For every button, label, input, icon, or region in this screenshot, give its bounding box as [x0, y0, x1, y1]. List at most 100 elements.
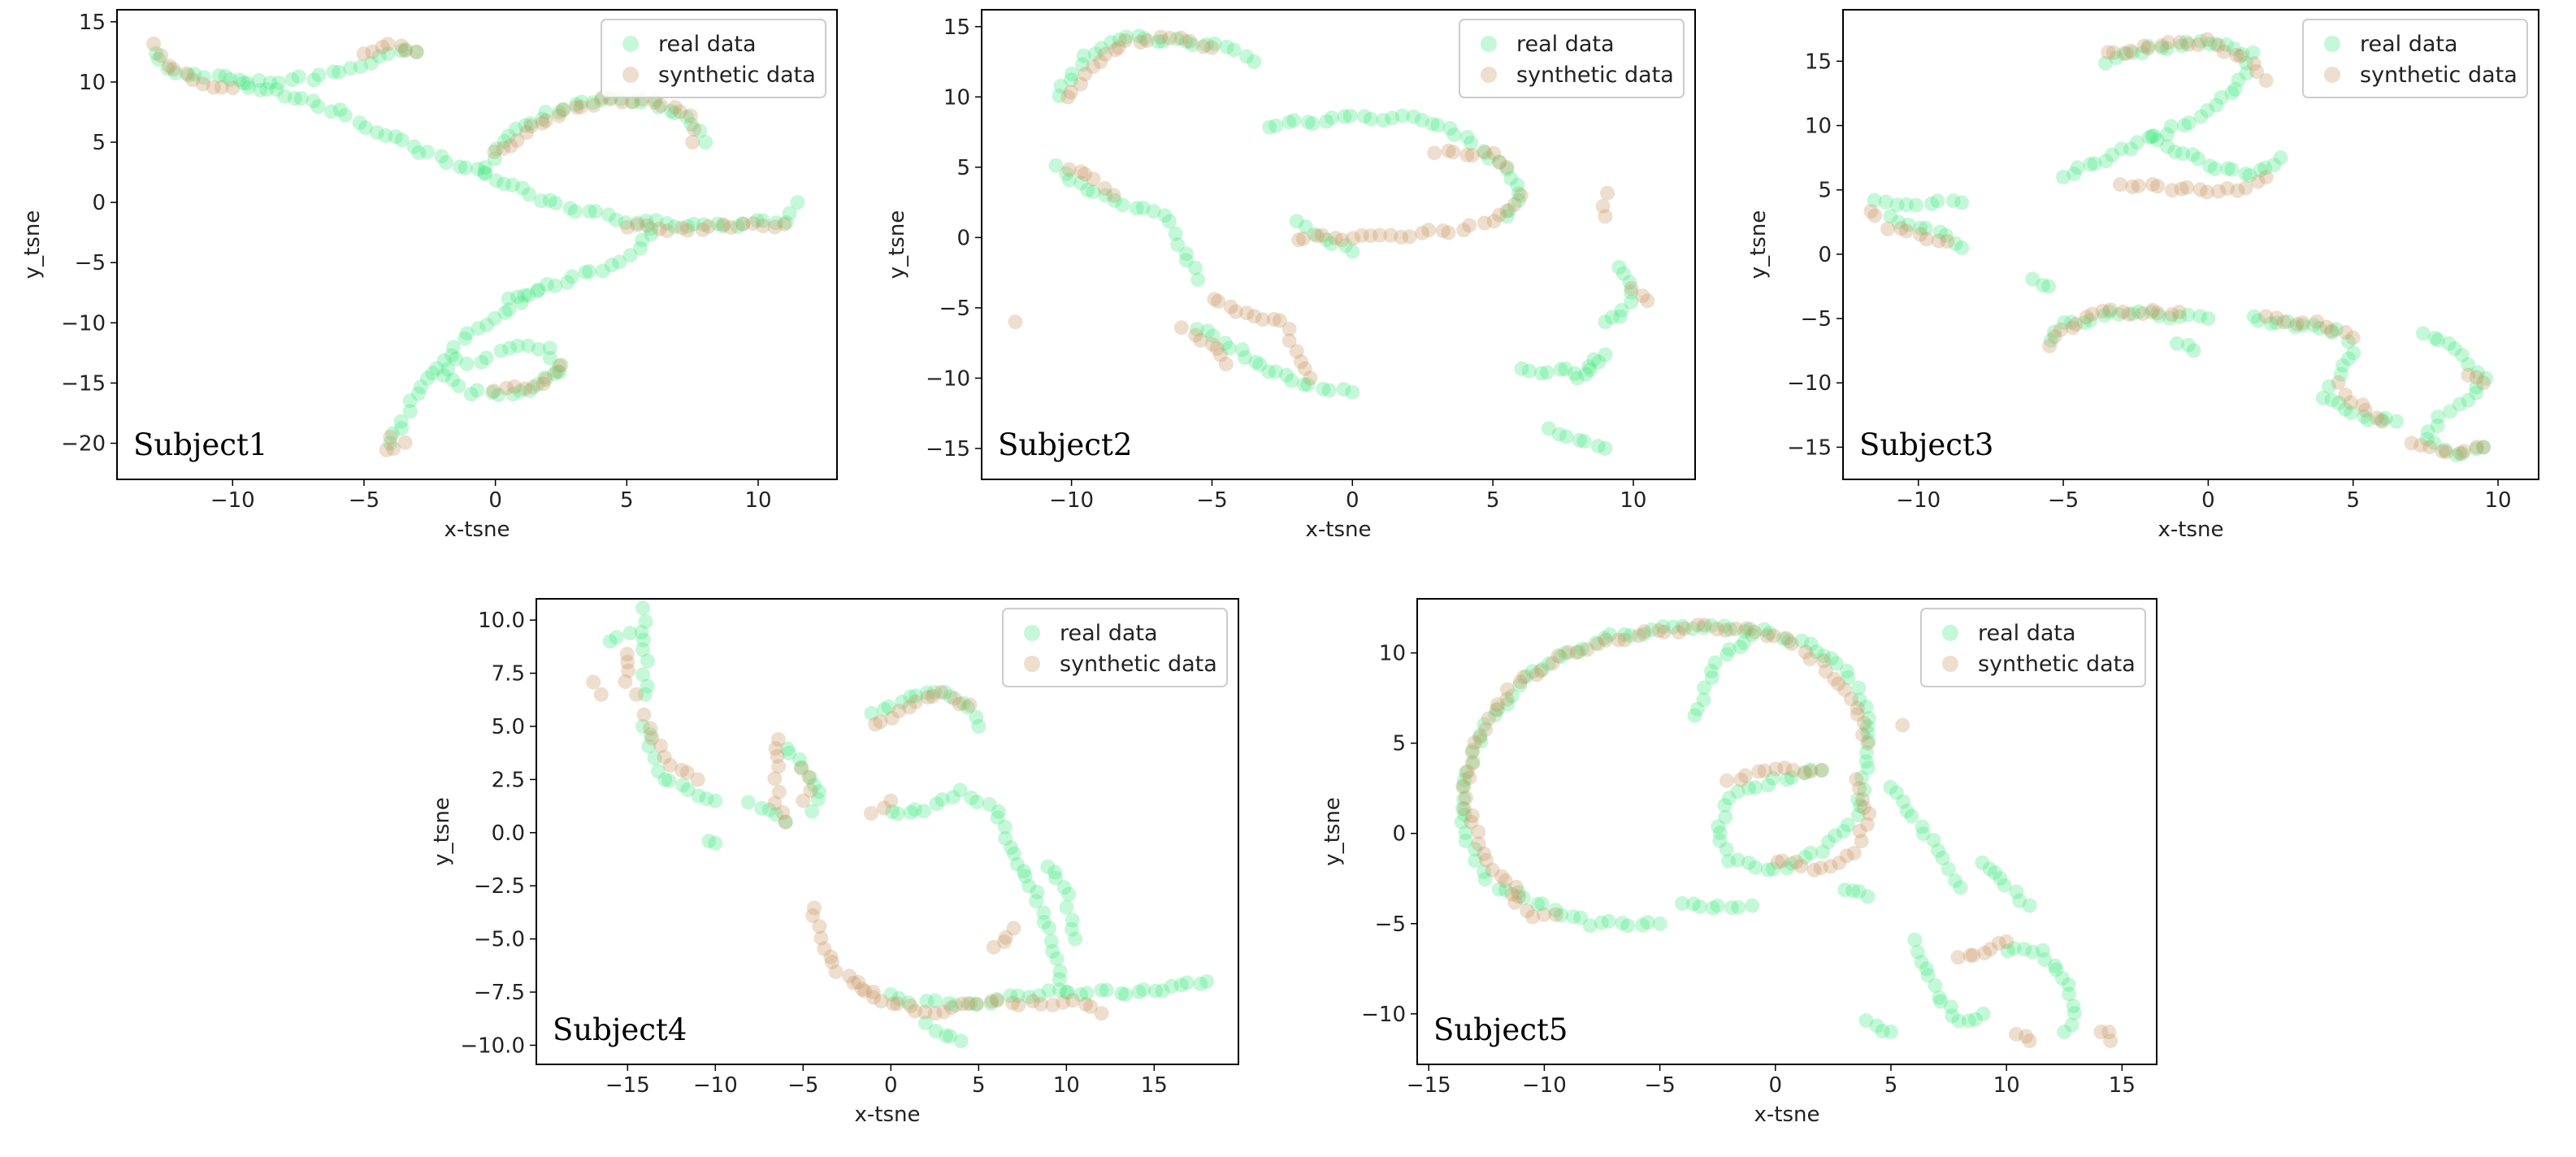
synthetic-data-point — [409, 44, 424, 59]
legend-entry-real-data: real data — [658, 32, 757, 57]
real-data-point — [1748, 780, 1763, 795]
real-data-point — [1094, 41, 1109, 56]
real-data-point — [1705, 900, 1720, 916]
synthetic-data-point — [1477, 846, 1492, 861]
x-tick-label: −5 — [1196, 488, 1227, 513]
real-data-point — [1620, 918, 1636, 934]
synthetic-data-point — [1441, 143, 1456, 158]
synthetic-data-point — [1739, 621, 1754, 636]
real-data-point — [651, 99, 666, 115]
legend-box — [1459, 19, 1685, 98]
real-data-point — [1477, 717, 1492, 732]
real-data-point — [1598, 440, 1613, 456]
real-data-point — [2201, 311, 2216, 327]
real-data-point — [2141, 130, 2157, 145]
synthetic-data-point — [2022, 1034, 2037, 1049]
real-data-point — [2140, 38, 2156, 54]
synthetic-data-point — [767, 795, 783, 811]
real-data-point — [251, 73, 267, 88]
real-data-point — [160, 61, 176, 76]
real-data-point — [1305, 116, 1321, 131]
real-data-point — [622, 248, 638, 263]
real-data-point — [259, 82, 275, 97]
real-data-point — [2202, 158, 2218, 174]
tsne-panel-4: −15 −10 −5 0 5 10 15 −10.0 −7.5 −5.0 −2.5 0.0 2.5 5.0… — [430, 598, 1239, 1127]
legend-entry-real-data: real data — [1516, 32, 1615, 57]
synthetic-data-point — [925, 689, 940, 704]
real-data-point — [488, 173, 504, 188]
real-data-point — [1319, 232, 1334, 248]
synthetic-data-point — [1499, 159, 1515, 175]
real-data-point — [1624, 284, 1638, 300]
real-data-point — [1837, 882, 1853, 898]
synthetic-data-point — [1060, 89, 1076, 105]
real-data-point — [2242, 167, 2257, 183]
real-data-point — [2130, 135, 2144, 150]
synthetic-data-point — [768, 741, 783, 756]
y-tick-label: 5.0 — [492, 715, 525, 739]
x-axis-label: x-tsne — [855, 1103, 921, 1127]
real-data-point — [394, 43, 410, 58]
real-data-point — [477, 165, 492, 180]
synthetic-data-point — [735, 216, 751, 232]
real-data-point — [1760, 778, 1776, 793]
synthetic-data-point — [952, 696, 967, 712]
real-data-point — [1861, 734, 1876, 748]
real-data-point — [187, 67, 202, 82]
x-tick-label: −5 — [349, 488, 379, 513]
synthetic-data-point — [1983, 942, 1998, 957]
real-data-point — [1076, 48, 1091, 63]
synthetic-data-point — [1204, 336, 1220, 352]
real-data-point — [644, 227, 659, 242]
synthetic-data-point — [1173, 320, 1189, 336]
real-data-point — [236, 76, 251, 90]
real-data-point — [1780, 860, 1795, 876]
synthetic-data-point — [1507, 895, 1523, 910]
real-data-point — [1319, 114, 1334, 129]
real-data-point — [939, 1028, 954, 1043]
real-data-point — [2035, 942, 2050, 958]
real-data-point — [1168, 226, 1183, 241]
real-data-point — [2193, 33, 2209, 49]
subject-label: Subject2 — [998, 427, 1132, 462]
scatter-points — [1008, 28, 1655, 456]
synthetic-data-point — [917, 1004, 933, 1020]
y-tick-label: 10 — [1379, 642, 1406, 666]
real-data-point — [953, 1034, 969, 1049]
synthetic-data-point — [796, 793, 811, 808]
real-data-point — [459, 326, 475, 341]
real-data-point — [548, 195, 563, 210]
real-data-point — [2427, 331, 2443, 346]
real-data-point — [804, 804, 820, 819]
real-data-point — [1588, 635, 1603, 651]
synthetic-data-point — [674, 220, 689, 236]
real-data-point — [1137, 31, 1152, 46]
synthetic-data-point — [1511, 889, 1526, 904]
real-data-point — [1907, 932, 1923, 947]
real-data-point — [715, 219, 731, 234]
synthetic-data-point — [644, 730, 660, 746]
real-data-point — [1889, 785, 1904, 800]
real-data-point — [513, 384, 527, 399]
real-data-point — [502, 340, 518, 356]
synthetic-data-point — [2199, 184, 2214, 200]
synthetic-data-point — [1239, 306, 1255, 321]
real-data-point — [402, 404, 418, 419]
real-data-point — [1590, 438, 1606, 453]
synthetic-data-point — [1334, 232, 1350, 248]
real-data-point — [916, 804, 931, 819]
real-data-point — [1757, 622, 1772, 637]
real-data-point — [1829, 656, 1844, 671]
real-data-point — [927, 993, 943, 1008]
y-tick-label: 15 — [943, 15, 970, 40]
synthetic-data-point — [1550, 648, 1566, 664]
real-data-point — [1901, 217, 1916, 232]
synthetic-data-point — [1464, 148, 1480, 162]
real-data-point — [1533, 366, 1549, 381]
synthetic-data-point — [2476, 375, 2491, 391]
real-data-point — [1582, 918, 1598, 934]
synthetic-data-point — [487, 144, 502, 159]
real-data-point — [449, 351, 464, 366]
real-data-point — [2185, 147, 2201, 162]
synthetic-data-point — [2216, 44, 2231, 59]
